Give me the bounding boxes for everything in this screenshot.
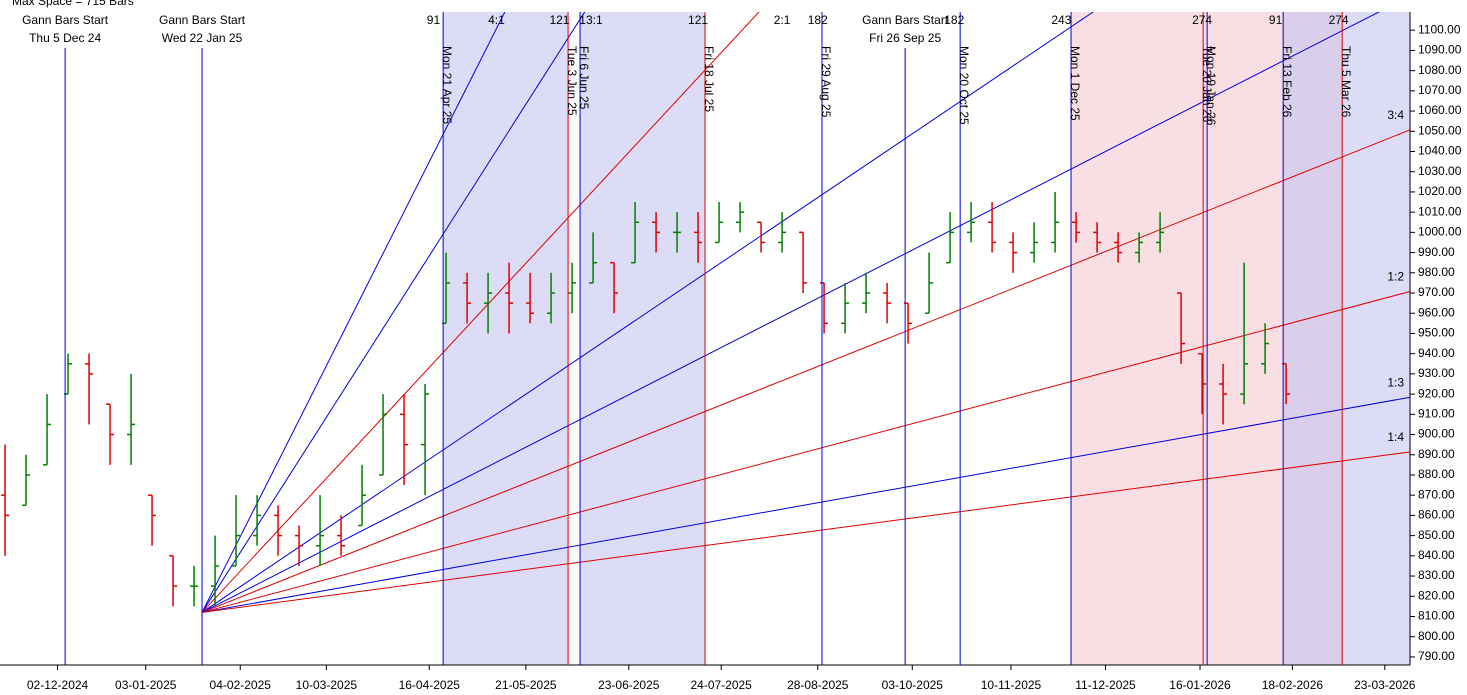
- start-date: Wed 22 Jan 25: [162, 31, 243, 45]
- event-label: Tue 3 Jun 25: [565, 46, 579, 116]
- y-tick-label: 810.00: [1418, 609, 1455, 623]
- x-tick-label: 10-03-2025: [296, 678, 358, 692]
- top-label: 182: [944, 13, 964, 27]
- y-tick-label: 990.00: [1418, 245, 1455, 259]
- x-tick-label: 28-08-2025: [787, 678, 849, 692]
- fan-line: [201, 291, 1410, 613]
- y-tick-label: 950.00: [1418, 326, 1455, 340]
- x-tick-label: 16-01-2026: [1169, 678, 1231, 692]
- x-tick-label: 24-07-2025: [690, 678, 752, 692]
- top-label: 274: [1329, 13, 1349, 27]
- top-label: 274: [1192, 13, 1212, 27]
- zone: [1283, 12, 1410, 665]
- price-bars: [1, 191, 1291, 607]
- y-tick-label: 870.00: [1418, 487, 1455, 501]
- top-label: 243: [1051, 13, 1071, 27]
- y-tick-label: 1010.00: [1418, 204, 1462, 218]
- y-tick-label: 890.00: [1418, 447, 1455, 461]
- fan-label: 1:3: [1387, 375, 1404, 389]
- top-label: 91: [427, 13, 441, 27]
- y-tick-label: 930.00: [1418, 366, 1455, 380]
- top-label: 121: [549, 13, 569, 27]
- y-tick-label: 1030.00: [1418, 164, 1462, 178]
- y-tick-label: 910.00: [1418, 406, 1455, 420]
- y-tick-label: 1040.00: [1418, 144, 1462, 158]
- fan-line: [201, 12, 506, 613]
- x-tick-label: 23-03-2026: [1354, 678, 1416, 692]
- y-tick-label: 790.00: [1418, 649, 1455, 663]
- top-label: 13:1: [579, 13, 603, 27]
- y-tick-label: 840.00: [1418, 548, 1455, 562]
- top-label: 182: [808, 13, 828, 27]
- y-tick-label: 800.00: [1418, 629, 1455, 643]
- event-label: Fri 13 Feb 26: [1280, 46, 1294, 118]
- x-tick-label: 16-04-2025: [399, 678, 461, 692]
- zone: [443, 12, 569, 665]
- y-tick-label: 1020.00: [1418, 184, 1462, 198]
- y-tick-label: 920.00: [1418, 386, 1455, 400]
- start-date: Thu 5 Dec 24: [29, 31, 101, 45]
- fan-label: 3:4: [1387, 108, 1404, 122]
- fan-line: [201, 451, 1410, 613]
- y-tick-label: 820.00: [1418, 588, 1455, 602]
- y-tick-label: 980.00: [1418, 265, 1455, 279]
- y-tick-label: 970.00: [1418, 285, 1455, 299]
- y-tick-label: 850.00: [1418, 528, 1455, 542]
- x-tick-label: 11-12-2025: [1075, 678, 1136, 692]
- start-title: Gann Bars Start: [862, 13, 949, 27]
- x-tick-label: 23-06-2025: [598, 678, 660, 692]
- x-tick-label: 02-12-2024: [27, 678, 89, 692]
- event-label: Fri 29 Aug 25: [819, 46, 833, 118]
- x-tick-label: 18-02-2026: [1262, 678, 1324, 692]
- top-label: 2:1: [774, 13, 791, 27]
- top-label: 91: [1269, 13, 1283, 27]
- y-tick-label: 1100.00: [1418, 22, 1461, 36]
- fan-line: [201, 129, 1410, 613]
- x-tick-label: 21-05-2025: [495, 678, 557, 692]
- y-tick-label: 1070.00: [1418, 83, 1462, 97]
- fan-label: 1:4: [1387, 430, 1404, 444]
- zone: [580, 12, 705, 665]
- x-tick-label: 03-10-2025: [882, 678, 944, 692]
- event-label: Thu 5 Mar 26: [1339, 46, 1353, 118]
- y-tick-label: 860.00: [1418, 508, 1455, 522]
- x-tick-label: 04-02-2025: [210, 678, 272, 692]
- y-tick-label: 900.00: [1418, 427, 1455, 441]
- event-label: Mon 1 Dec 25: [1068, 46, 1082, 121]
- y-tick-label: 1000.00: [1418, 225, 1462, 239]
- fan-line: [201, 12, 1380, 613]
- top-label: 4:1: [488, 13, 505, 27]
- y-tick-label: 1060.00: [1418, 103, 1462, 117]
- y-tick-label: 940.00: [1418, 346, 1455, 360]
- x-tick-label: 03-01-2025: [115, 678, 177, 692]
- subtitle: Max Space = 715 Bars: [12, 0, 134, 8]
- y-tick-label: 830.00: [1418, 568, 1455, 582]
- start-title: Gann Bars Start: [22, 13, 109, 27]
- y-tick-label: 1090.00: [1418, 43, 1462, 57]
- event-label: Mon 20 Oct 25: [957, 46, 971, 125]
- event-label: Mon 19 Jan 26: [1204, 46, 1218, 126]
- start-date: Fri 26 Sep 25: [869, 31, 941, 45]
- x-tick-label: 10-11-2025: [981, 678, 1042, 692]
- event-label: Fri 6 Jun 25: [577, 46, 591, 110]
- y-tick-label: 960.00: [1418, 305, 1455, 319]
- start-title: Gann Bars Start: [159, 13, 246, 27]
- y-tick-label: 1050.00: [1418, 123, 1462, 137]
- y-tick-label: 880.00: [1418, 467, 1455, 481]
- fan-line: [201, 396, 1410, 613]
- fan-line: [201, 12, 586, 613]
- y-tick-label: 1080.00: [1418, 63, 1462, 77]
- zones: [443, 12, 1410, 665]
- event-label: Mon 21 Apr 25: [440, 46, 454, 124]
- fan-label: 1:2: [1387, 270, 1404, 284]
- top-label: 121: [688, 13, 708, 27]
- event-label: Fri 18 Jul 25: [702, 46, 716, 112]
